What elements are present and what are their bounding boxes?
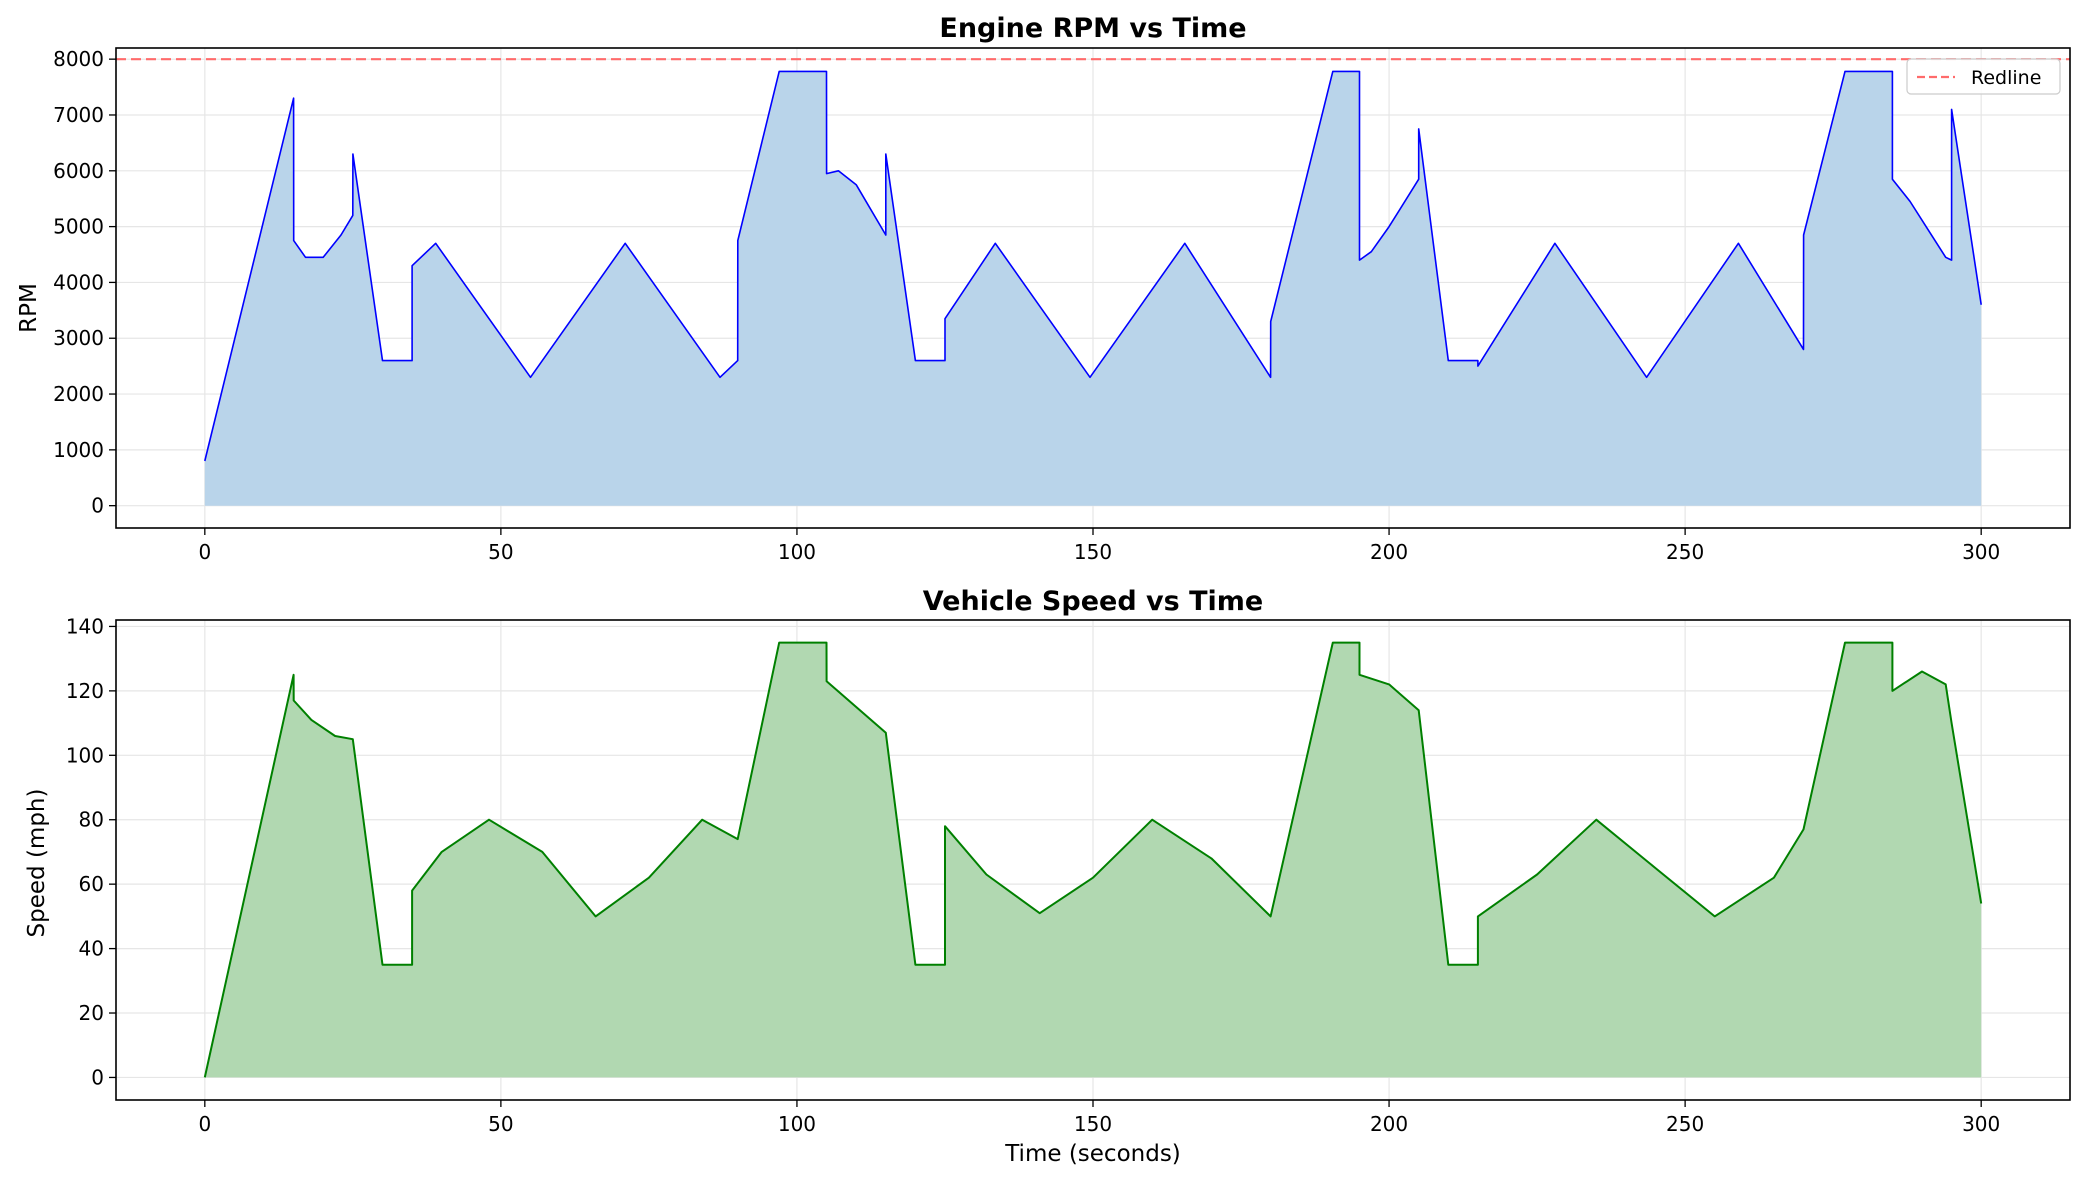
speed-x-ticks: 0 50 100 150 200 250 300 [198,1100,2000,1136]
speed-area-fill [204,642,1982,1078]
rpm-x-tick-label: 150 [1074,540,1112,564]
speed-y-tick-label: 0 [91,1065,104,1089]
rpm-x-tick-label: 250 [1666,540,1704,564]
speed-x-tick-label: 50 [488,1112,513,1136]
rpm-y-tick-label: 7000 [53,103,104,127]
rpm-y-tick-label: 3000 [53,326,104,350]
legend-box [1906,58,2061,95]
speed-series-area [204,642,1982,1078]
rpm-y-ticks: 0 1000 2000 3000 4000 5000 6000 7000 8000 [53,47,116,518]
speed-y-tick-label: 140 [66,614,104,638]
rpm-x-tick-label: 200 [1370,540,1408,564]
speed-y-ticks: 0 20 40 60 80 100 120 140 [66,614,116,1089]
rpm-legend: Redline [1906,58,2061,95]
rpm-x-tick-label: 0 [198,540,211,564]
speed-y-tick-label: 40 [79,937,104,961]
rpm-series-line [204,70,1982,462]
speed-x-tick-label: 100 [778,1112,816,1136]
speed-x-tick-label: 150 [1074,1112,1112,1136]
rpm-y-tick-label: 8000 [53,47,104,71]
speed-y-tick-label: 80 [79,808,104,832]
rpm-x-tick-label: 100 [778,540,816,564]
rpm-chart-panel: Engine RPM vs Time RPM 0 50 100 150 200 250 30… [16,13,2071,564]
speed-y-tick-label: 100 [66,743,104,767]
speed-y-tick-label: 120 [66,679,104,703]
rpm-y-tick-label: 4000 [53,270,104,294]
rpm-y-axis-label: RPM [16,283,42,333]
rpm-y-tick-label: 1000 [53,438,104,462]
speed-x-tick-label: 0 [198,1112,211,1136]
rpm-x-tick-label: 50 [488,540,513,564]
rpm-area-fill [204,71,1982,506]
rpm-chart-title: Engine RPM vs Time [939,13,1246,44]
rpm-y-tick-label: 5000 [53,215,104,239]
speed-chart-title: Vehicle Speed vs Time [923,586,1264,617]
rpm-y-tick-label: 6000 [53,159,104,183]
rpm-y-tick-label: 0 [91,494,104,518]
speed-x-tick-label: 200 [1370,1112,1408,1136]
rpm-series-lines [204,70,1982,462]
speed-y-tick-label: 20 [79,1001,104,1025]
speed-series-line [203,641,1983,1078]
speed-y-axis-label: Speed (mph) [24,789,50,938]
speed-series-lines [203,641,1983,1078]
rpm-x-ticks: 0 50 100 150 200 250 300 [198,528,2000,564]
speed-x-tick-label: 300 [1962,1112,2000,1136]
speed-x-tick-label: 250 [1666,1112,1704,1136]
speed-y-tick-label: 60 [79,872,104,896]
rpm-y-tick-label: 2000 [53,382,104,406]
speed-x-axis-label: Time (seconds) [1004,1141,1181,1167]
rpm-x-tick-label: 300 [1962,540,2000,564]
legend-redline-label: Redline [1971,67,2041,89]
speed-chart-panel: Vehicle Speed vs Time Speed (mph) Time (… [24,586,2071,1167]
rpm-series-area [204,71,1982,506]
